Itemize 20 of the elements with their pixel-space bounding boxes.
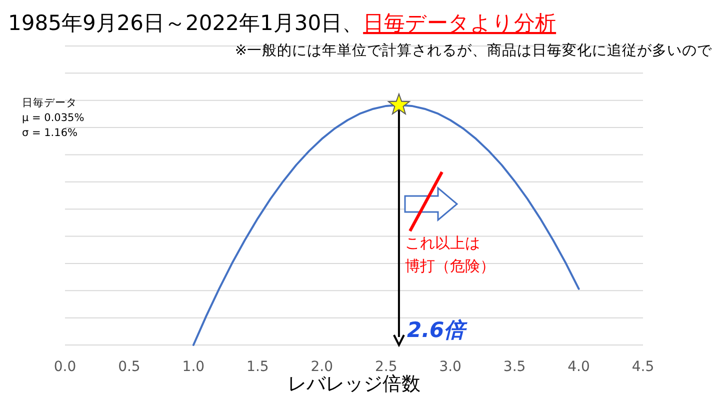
x-tick-label: 3.5 (503, 359, 526, 375)
annotation: μ = 0.035% (22, 112, 84, 124)
chart-subtitle: ※一般的には年単位で計算されるが、商品は日毎変化に追従が多いので (234, 42, 713, 59)
x-tick-label: 1.0 (182, 359, 205, 375)
x-tick-label: 0.5 (118, 359, 140, 375)
annotation: これ以上は (405, 234, 480, 252)
x-tick-label: 0.0 (54, 359, 76, 375)
x-tick-label: 4.5 (632, 359, 654, 375)
annotation: 博打（危険） (405, 257, 495, 275)
annotation: 日毎データ (22, 97, 77, 109)
text: 日毎データより分析 (363, 11, 556, 35)
x-tick-label: 4.0 (568, 359, 590, 375)
x-tick-label: 2.5 (374, 359, 398, 375)
x-tick-label: 1.5 (246, 359, 269, 375)
chart-title: 1985年9月26日～2022年1月30日、 (8, 11, 364, 35)
annotation: σ = 1.16% (22, 127, 78, 139)
ref-line-label: 2.6倍 (406, 318, 468, 342)
x-axis-title: レバレッジ倍数 (288, 373, 420, 395)
x-tick-label: 2.0 (310, 359, 334, 375)
x-tick-label: 3.0 (439, 359, 462, 375)
